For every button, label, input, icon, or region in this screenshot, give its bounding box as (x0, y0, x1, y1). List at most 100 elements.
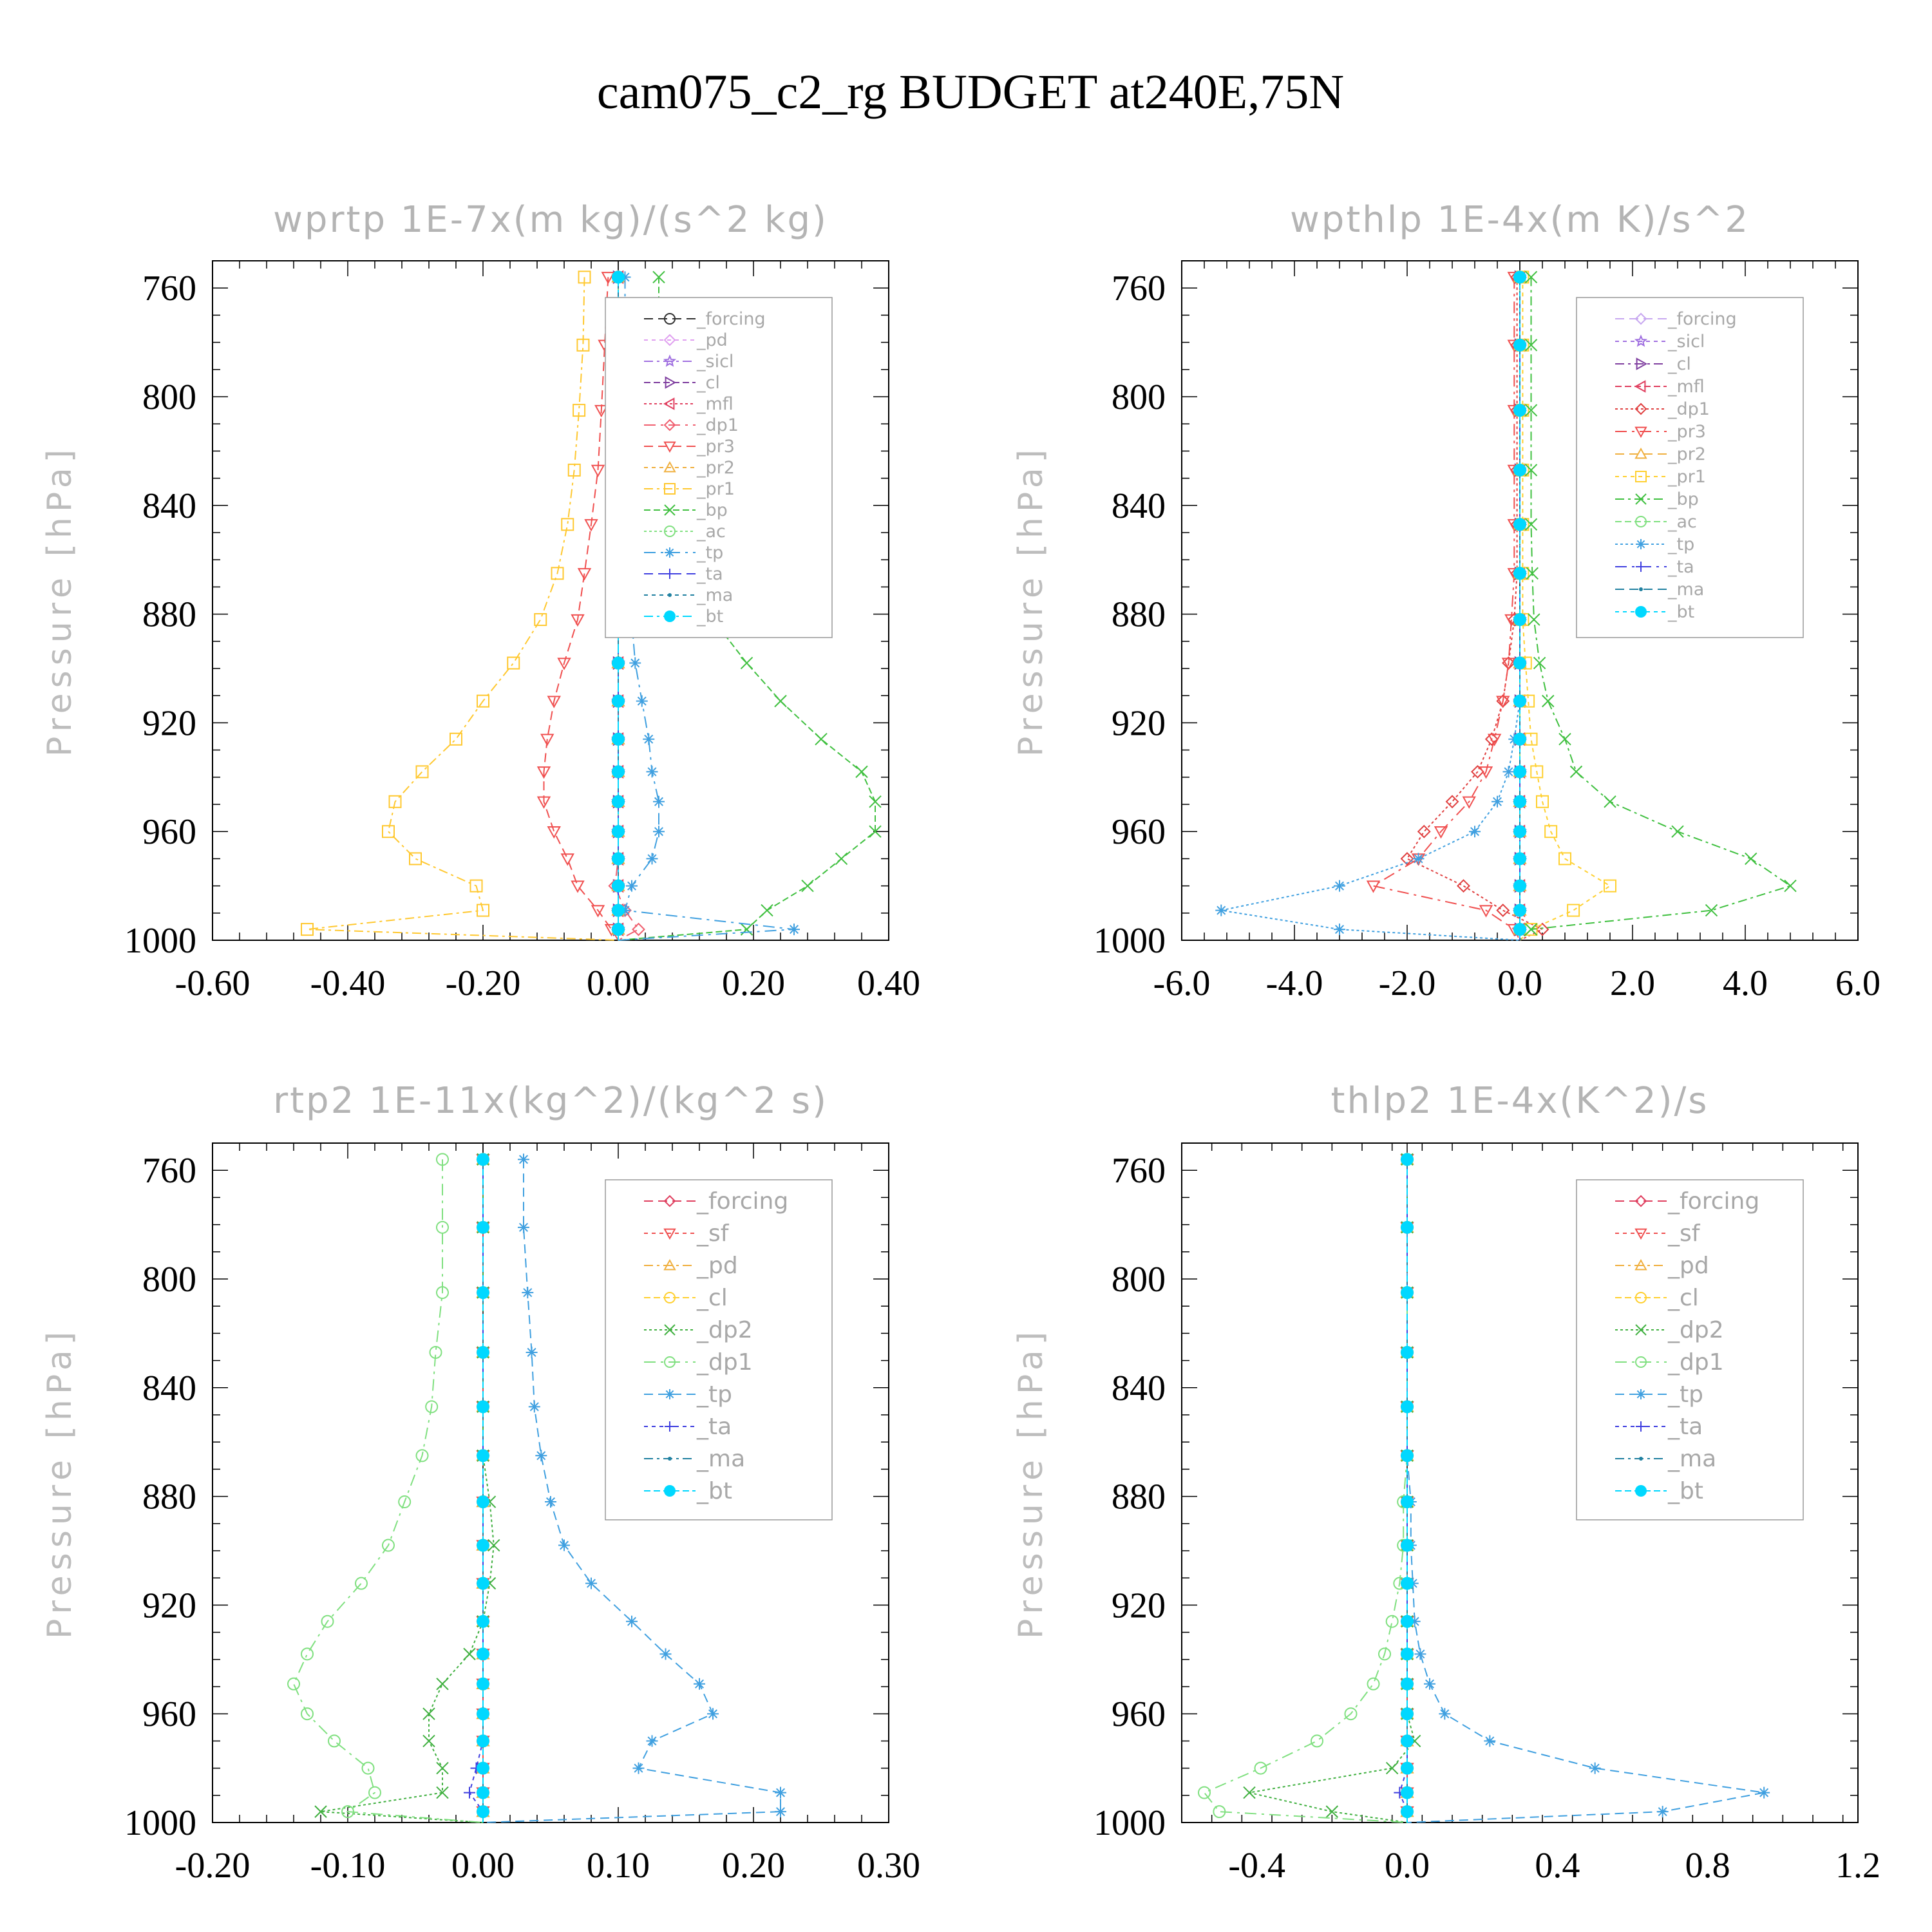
series-bp (1519, 270, 1797, 941)
series-line (618, 277, 795, 941)
data-point (382, 825, 395, 838)
x-tick-label: 0.4 (1535, 1846, 1580, 1886)
x-tick-label: 0.0 (1497, 963, 1542, 1003)
data-point (436, 1786, 449, 1799)
data-point (477, 1286, 489, 1300)
series-bt (1401, 1153, 1414, 1823)
legend-entry: _sicl (1667, 332, 1705, 352)
data-point (636, 695, 648, 707)
legend-marker (1635, 516, 1647, 527)
plot-frame (212, 1142, 889, 1823)
data-point (314, 1805, 327, 1818)
data-point (1558, 852, 1571, 866)
y-tick-label: 920 (142, 703, 196, 743)
data-point (1385, 1761, 1399, 1775)
series-line (543, 277, 619, 941)
y-tick-label: 880 (1112, 595, 1166, 635)
legend-marker (1639, 587, 1643, 591)
data-point (1424, 1678, 1435, 1690)
x-tick-label: -6.0 (1153, 963, 1211, 1003)
data-point (561, 518, 574, 531)
data-point (632, 922, 645, 936)
data-point (567, 463, 581, 477)
data-point (1445, 795, 1459, 809)
x-tick-label: -0.40 (310, 963, 386, 1003)
data-point (1524, 464, 1538, 477)
data-point (1439, 1708, 1451, 1720)
legend-entry: _bt (1667, 602, 1694, 622)
series-line (482, 1159, 781, 1823)
y-tick-label: 840 (1112, 486, 1166, 526)
data-point (1366, 880, 1381, 893)
data-point (612, 732, 625, 746)
legend-marker (665, 376, 677, 389)
data-point (1408, 1615, 1421, 1627)
data-point (1484, 732, 1499, 746)
legend-marker (1635, 1324, 1647, 1336)
data-point (526, 1346, 538, 1358)
data-point (1526, 567, 1539, 580)
y-tick-label: 760 (142, 1151, 196, 1191)
y-tick-label: 1000 (124, 1803, 196, 1843)
data-point (1513, 825, 1526, 838)
legend-entry: _forcing (696, 309, 766, 329)
legend-entry: _ta (1667, 1414, 1703, 1440)
data-point (1334, 923, 1345, 936)
legend-entry: _ma (696, 1446, 745, 1472)
data-point (1524, 270, 1538, 284)
data-point (1656, 1806, 1669, 1818)
data-point (477, 1761, 489, 1775)
data-point (477, 1345, 489, 1359)
data-point (1400, 851, 1414, 866)
panel-2: wpthlp 1E-4x(m K)/s^2 Pressure [hPa] 760 80… (1012, 199, 1880, 1003)
plot-frame (212, 260, 889, 941)
legend-marker (663, 1228, 676, 1240)
x-tick-label: -0.4 (1228, 1846, 1285, 1886)
data-point (707, 1708, 719, 1720)
data-point (815, 733, 828, 746)
legend-entry: _pr3 (696, 437, 735, 457)
data-point (477, 1577, 489, 1590)
data-point (775, 1786, 786, 1799)
data-point (545, 1496, 556, 1508)
legend-entry: _pr2 (696, 458, 735, 478)
legend: _forcing _sf _pd _cl _dp2 _dp1 _tp _ta _ma _bt (1576, 1179, 1804, 1520)
legend-entry: _pr1 (1667, 467, 1706, 487)
y-tick-label: 960 (1112, 812, 1166, 852)
data-point (612, 694, 625, 708)
x-tick-label: 6.0 (1835, 963, 1880, 1003)
data-point (547, 826, 561, 839)
legend-entry: _sicl (696, 352, 734, 372)
data-point (1513, 613, 1526, 627)
data-point (488, 1539, 500, 1552)
legend-entry: _tp (696, 1381, 732, 1408)
data-point (612, 270, 625, 284)
legend-entry: _sf (696, 1220, 730, 1247)
data-point (1530, 765, 1544, 779)
data-point (522, 1287, 534, 1299)
data-point (1671, 825, 1684, 838)
legend-entry: _bp (1667, 489, 1699, 509)
data-point (477, 694, 489, 708)
legend-marker (1635, 1356, 1647, 1368)
legend-marker (663, 1195, 676, 1208)
legend-entry: _pd (696, 1253, 738, 1279)
data-point (1334, 880, 1345, 892)
data-point (591, 464, 605, 477)
data-point (646, 853, 658, 865)
legend-entry: _bt (696, 1478, 732, 1504)
data-point (1513, 732, 1526, 746)
series-line (1519, 277, 1611, 941)
y-tick-label: 920 (1112, 703, 1166, 743)
y-tick-label: 760 (1112, 1151, 1166, 1191)
panel-title: thlp2 1E-4x(K^2)/s (1331, 1080, 1709, 1122)
data-point (1513, 694, 1526, 708)
legend-marker (1635, 1292, 1647, 1303)
legend-marker (664, 483, 676, 495)
data-point (775, 1806, 786, 1818)
data-point (528, 1401, 540, 1413)
data-point (632, 1762, 645, 1774)
data-point (536, 766, 551, 779)
data-point (415, 765, 429, 779)
